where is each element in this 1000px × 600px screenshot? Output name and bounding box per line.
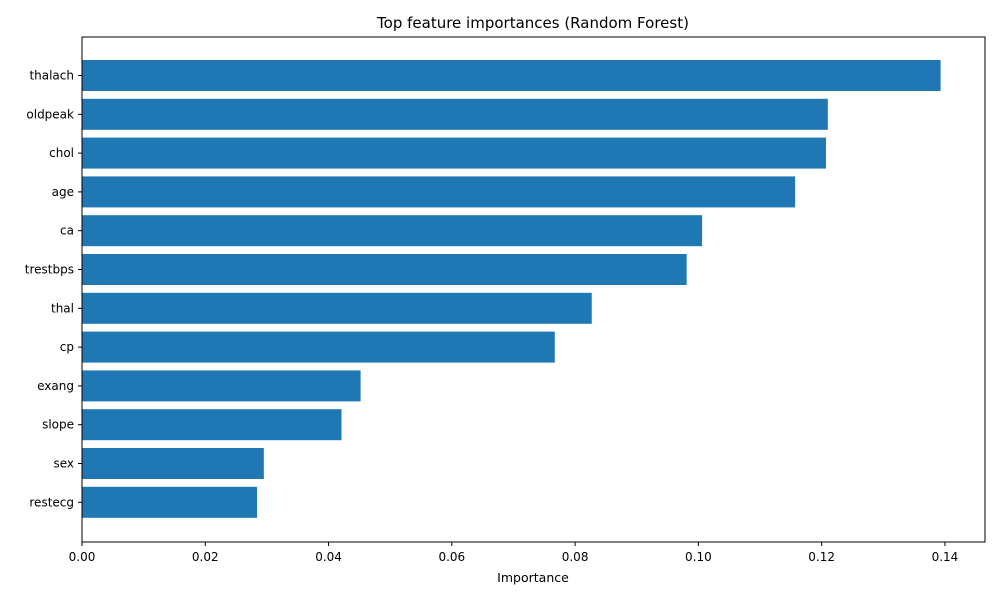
x-tick-label: 0.12 <box>808 550 835 564</box>
bar-exang <box>82 370 361 402</box>
y-tick-label: age <box>52 185 74 199</box>
y-tick-label: ca <box>60 224 74 238</box>
bars-layer <box>82 60 941 518</box>
bar-slope <box>82 409 342 441</box>
y-tick-label: cp <box>60 340 74 354</box>
bar-sex <box>82 448 264 479</box>
plot-frame <box>81 36 986 543</box>
x-axis-label: Importance <box>497 570 569 585</box>
x-tick-label: 0.00 <box>69 550 96 564</box>
y-tick-label: restecg <box>29 495 74 509</box>
chart-title: Top feature importances (Random Forest) <box>376 14 689 32</box>
bar-restecg <box>82 486 258 518</box>
bar-age <box>82 176 796 208</box>
bar-cp <box>82 331 555 363</box>
x-axis: 0.00 0.02 0.04 0.06 0.08 0.10 0.12 0.14 <box>69 542 959 564</box>
y-tick-label: exang <box>37 379 74 393</box>
x-tick-label: 0.08 <box>562 550 589 564</box>
y-tick-label: trestbps <box>25 263 74 277</box>
y-tick-label: slope <box>42 418 74 432</box>
bar-thal <box>82 292 592 324</box>
y-axis: thalach oldpeak chol age ca trestbps thal cp exa… <box>25 69 82 509</box>
bar-trestbps <box>82 254 687 285</box>
bar-ca <box>82 215 703 247</box>
bar-chol <box>82 137 826 169</box>
y-tick-label: oldpeak <box>26 107 74 121</box>
y-tick-label: thal <box>51 301 74 315</box>
y-tick-label: chol <box>49 146 74 160</box>
bar-thalach <box>82 60 941 91</box>
x-tick-label: 0.10 <box>685 550 712 564</box>
x-tick-label: 0.02 <box>192 550 219 564</box>
x-tick-label: 0.14 <box>932 550 959 564</box>
x-tick-label: 0.06 <box>438 550 465 564</box>
y-tick-label: sex <box>53 457 74 471</box>
bar-oldpeak <box>82 98 828 130</box>
y-tick-label: thalach <box>29 69 74 83</box>
x-tick-label: 0.04 <box>315 550 342 564</box>
